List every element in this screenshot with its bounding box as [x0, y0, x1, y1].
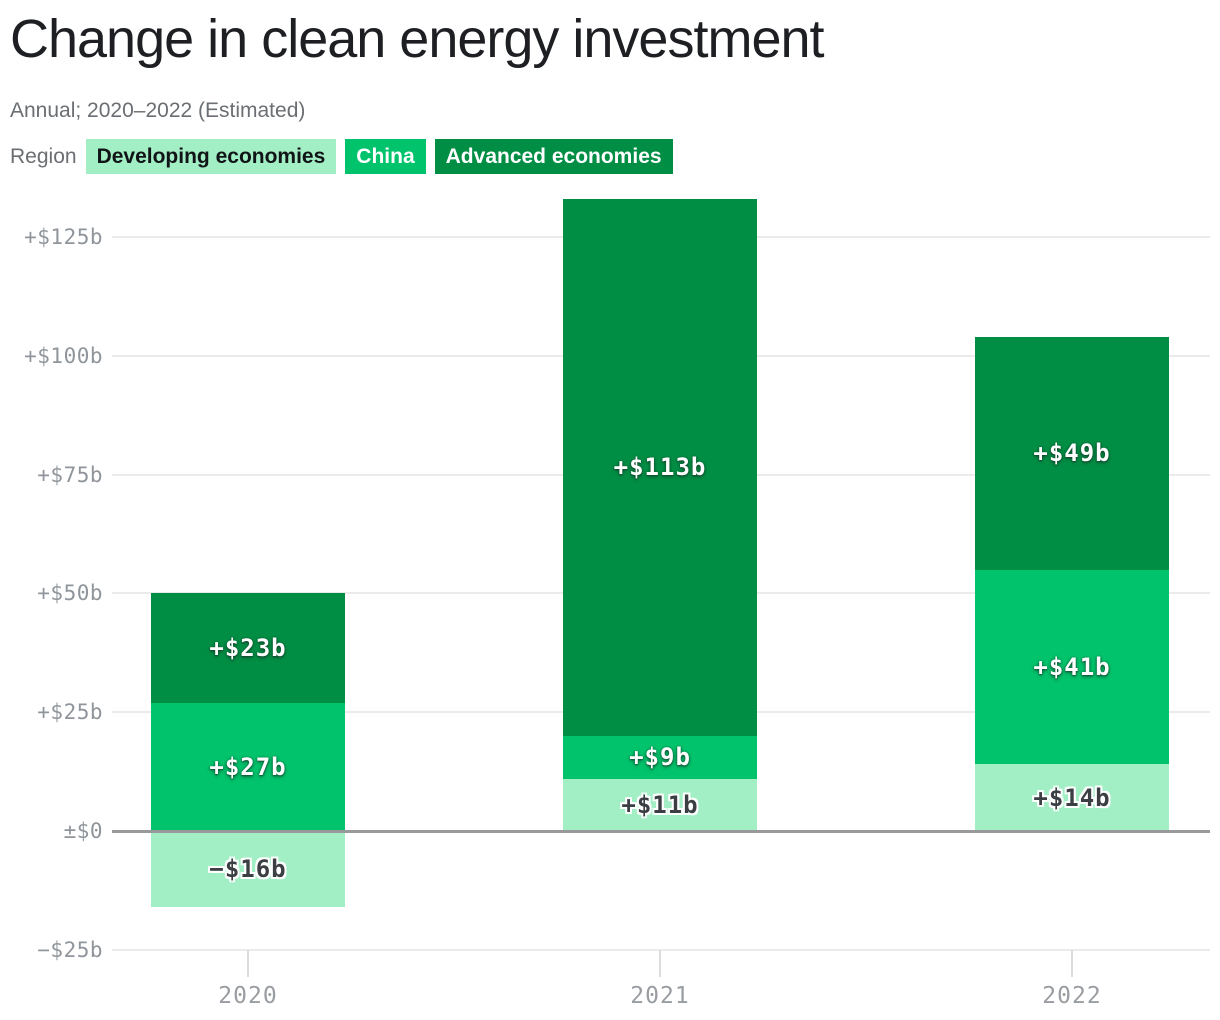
legend-chip-china: China: [345, 139, 426, 174]
y-tick-label-50: +$50b: [37, 581, 103, 605]
bar-segment-developing-economies-2022[interactable]: [975, 764, 1169, 831]
bar-label-china-2022: +$41b: [1033, 653, 1111, 682]
bar-segment-china-2020[interactable]: [151, 702, 345, 831]
chart-subtitle: Annual; 2020–2022 (Estimated): [10, 99, 306, 122]
bar-label-developing-economies-2021: +$11b: [621, 790, 699, 819]
x-tick-2021: [659, 950, 661, 977]
bar-label-china-2020: +$27b: [209, 752, 287, 781]
bar-segment-advanced-economies-2020[interactable]: [151, 593, 345, 703]
y-tick-label-125: +$125b: [24, 225, 103, 249]
legend: Region Developing economies China Advanced…: [10, 139, 673, 174]
bar-label-developing-economies-2022: +$14b: [1033, 783, 1111, 812]
x-tick-2020: [247, 950, 249, 977]
y-tick-label-0: ±$0: [63, 819, 103, 843]
legend-chip-developing-economies: Developing economies: [85, 139, 337, 174]
y-tick-label-100: +$100b: [24, 344, 103, 368]
bar-segment-china-2021[interactable]: [563, 735, 757, 779]
gridline--25: [112, 949, 1210, 951]
bar-label-advanced-economies-2021: +$113b: [613, 453, 707, 482]
bar-segment-advanced-economies-2022[interactable]: [975, 336, 1169, 570]
bar-label-developing-economies-2020: −$16b: [209, 855, 287, 884]
y-tick-label--25: −$25b: [37, 938, 103, 962]
x-tick-label-2020: 2020: [218, 983, 278, 1009]
bar-segment-advanced-economies-2021[interactable]: [563, 198, 757, 736]
bar-label-advanced-economies-2022: +$49b: [1033, 439, 1111, 468]
x-tick-label-2021: 2021: [630, 983, 690, 1009]
zero-line: [112, 830, 1210, 833]
legend-title: Region: [10, 144, 77, 168]
y-tick-label-25: +$25b: [37, 700, 103, 724]
bar-segment-china-2022[interactable]: [975, 569, 1169, 765]
x-tick-2022: [1071, 950, 1073, 977]
y-tick-label-75: +$75b: [37, 463, 103, 487]
chart-title: Change in clean energy investment: [10, 9, 825, 69]
bar-label-china-2021: +$9b: [629, 743, 691, 772]
x-tick-label-2022: 2022: [1042, 983, 1102, 1009]
bar-segment-developing-economies-2020[interactable]: [151, 831, 345, 908]
bar-segment-developing-economies-2021[interactable]: [563, 778, 757, 831]
legend-chip-advanced-economies: Advanced economies: [434, 139, 673, 174]
bar-label-advanced-economies-2020: +$23b: [209, 634, 287, 663]
